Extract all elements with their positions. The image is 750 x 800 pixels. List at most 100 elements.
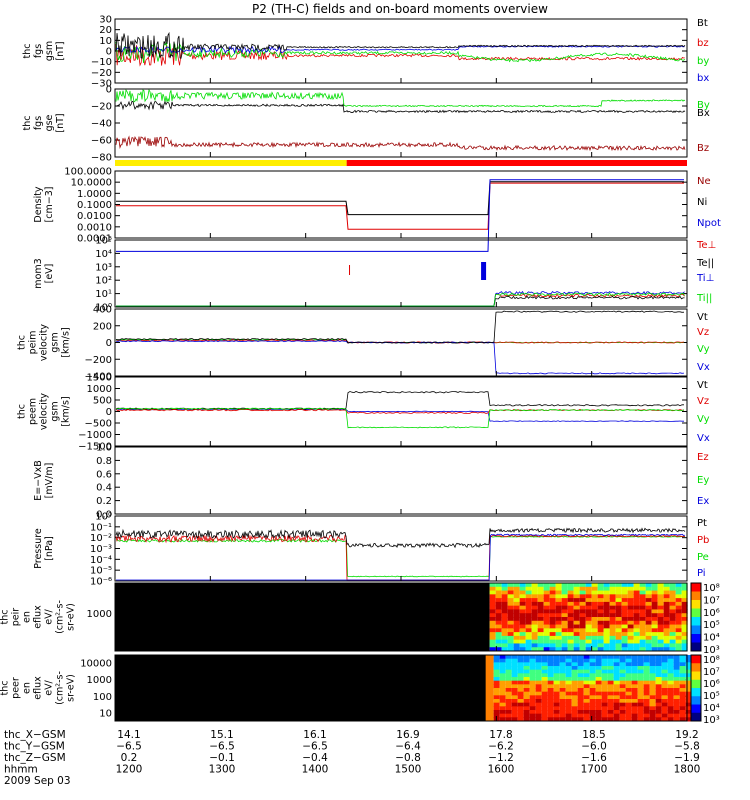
heatmap-cell: [577, 699, 584, 704]
heatmap-cell: [525, 624, 532, 629]
mode-bar-slow: [115, 160, 347, 166]
y-tick-label: −30: [91, 79, 112, 90]
heatmap-cell: [661, 702, 668, 707]
heatmap-cell: [529, 702, 536, 707]
heatmap-cell: [639, 647, 646, 652]
heatmap-cell: [663, 639, 670, 644]
heatmap-cell: [627, 628, 634, 633]
y-tick-label: −20: [91, 68, 112, 79]
heatmap-cell: [561, 583, 568, 588]
heatmap-cell: [631, 710, 638, 715]
heatmap-cell: [555, 590, 562, 595]
heatmap-cell: [511, 684, 518, 689]
heatmap-cell: [685, 673, 692, 678]
heatmap-cell: [591, 620, 598, 626]
legend-entry: Pt: [697, 518, 707, 529]
heatmap-cell: [511, 662, 518, 667]
heatmap-cell: [621, 620, 628, 626]
heatmap-cell: [547, 713, 554, 718]
y-tick-label: 0.0001: [77, 234, 112, 245]
heatmap-cell: [579, 605, 586, 610]
heatmap-cell: [651, 598, 658, 603]
legend-entry: Te⊥: [696, 240, 716, 251]
heatmap-cell: [561, 594, 568, 599]
heatmap-cell: [669, 609, 676, 614]
heatmap-cell: [519, 624, 526, 629]
legend-entry: bx: [697, 73, 709, 84]
heatmap-cell: [565, 684, 572, 689]
heatmap-cell: [645, 635, 652, 641]
heatmap-cell: [655, 706, 662, 711]
y-tick-label: 0.0: [96, 510, 112, 521]
heatmap-cell: [505, 713, 512, 718]
heatmap-cell: [613, 677, 620, 682]
heatmap-cell: [549, 628, 556, 633]
heatmap-cell: [537, 586, 544, 592]
heatmap-cell: [597, 643, 604, 648]
heatmap-cell: [565, 655, 572, 660]
heatmap-cell: [499, 717, 506, 722]
heatmap-cell: [495, 605, 502, 610]
heatmap-cell: [595, 684, 602, 689]
heatmap-cell: [499, 673, 506, 678]
heatmap-cell: [621, 635, 628, 641]
heatmap-cell: [603, 624, 610, 629]
heatmap-cell: [549, 605, 556, 610]
heatmap-cell: [651, 647, 658, 652]
heatmap-cell: [553, 691, 560, 696]
heatmap-cell: [501, 635, 508, 641]
panel-7: E=−VxB [mV/m] 1.0 0.8 0.6 0.4 0.2 0.0 Ez Ey Ex: [33, 443, 709, 521]
heatmap-cell: [613, 713, 620, 718]
legend-entry: Ne: [697, 176, 711, 187]
heatmap-cell: [513, 632, 520, 637]
heatmap-cell: [511, 688, 518, 693]
y-tick-label: −400: [85, 372, 112, 383]
y-tick-label: −500: [85, 419, 112, 430]
heatmap-cell: [613, 699, 620, 704]
heatmap-cell: [675, 639, 682, 644]
heatmap-cell: [603, 586, 610, 592]
heatmap-cell: [499, 684, 506, 689]
heatmap-cell: [619, 699, 626, 704]
heatmap-cell: [673, 673, 680, 678]
heatmap-cell: [543, 609, 550, 614]
heatmap-cell: [685, 717, 692, 722]
heatmap-cell: [561, 613, 568, 618]
heatmap-cell: [541, 713, 548, 718]
heatmap-cell: [565, 688, 572, 693]
heatmap-cell: [525, 598, 532, 603]
heatmap-cell: [507, 635, 514, 641]
colorbar-tick-label: 10⁷: [703, 595, 720, 606]
heatmap-cell: [583, 688, 590, 693]
heatmap-cell: [637, 655, 644, 660]
heatmap-cell: [609, 609, 616, 614]
heatmap-cell: [525, 620, 532, 626]
heatmap-cell: [555, 594, 562, 599]
trace-ti-perp: [116, 290, 685, 307]
heatmap-cell: [631, 680, 638, 685]
heatmap-cell: [501, 639, 508, 644]
footer-value: 16.1: [303, 729, 326, 741]
heatmap-cell: [637, 691, 644, 696]
heatmap-cell: [541, 688, 548, 693]
heatmap-cell: [535, 699, 542, 704]
heatmap-cell: [621, 647, 628, 652]
heatmap-cell: [535, 680, 542, 685]
heatmap-cell: [669, 605, 676, 610]
heatmap-cell: [555, 632, 562, 637]
heatmap-cell: [541, 673, 548, 678]
heatmap-cell: [643, 677, 650, 682]
heatmap-cell: [601, 688, 608, 693]
heatmap-cell: [649, 666, 656, 671]
trace-ne: [116, 182, 684, 230]
heatmap-cell: [585, 613, 592, 618]
heatmap-cell: [493, 662, 500, 667]
heatmap-cell: [577, 658, 584, 663]
heatmap-cell: [495, 598, 502, 603]
heatmap-cell: [603, 583, 610, 588]
heatmap-cell: [667, 688, 674, 693]
heatmap-cell: [685, 658, 692, 663]
heatmap-cell: [553, 655, 560, 660]
heatmap-cell: [657, 590, 664, 595]
